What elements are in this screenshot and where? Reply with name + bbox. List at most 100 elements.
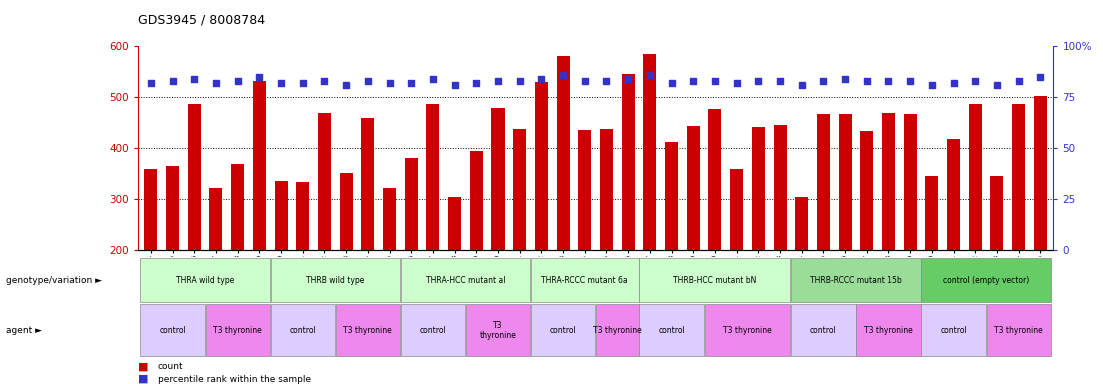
- Point: [293, 79, 311, 86]
- Point: [511, 78, 528, 84]
- Text: THRA-HCC mutant al: THRA-HCC mutant al: [426, 276, 505, 285]
- Point: [403, 79, 420, 86]
- Point: [272, 79, 290, 86]
- Point: [901, 78, 919, 84]
- Bar: [773, 125, 786, 250]
- Bar: [947, 139, 960, 250]
- Text: T3 thyronine: T3 thyronine: [994, 326, 1043, 335]
- Bar: [968, 104, 982, 250]
- Text: T3 thyronine: T3 thyronine: [213, 326, 263, 335]
- Bar: [921, 258, 1051, 303]
- Bar: [535, 82, 548, 250]
- Bar: [253, 81, 266, 250]
- Bar: [140, 305, 205, 356]
- Bar: [622, 74, 634, 250]
- Text: THRA-RCCC mutant 6a: THRA-RCCC mutant 6a: [542, 276, 628, 285]
- Bar: [531, 258, 639, 303]
- Bar: [1034, 96, 1047, 250]
- Point: [533, 76, 550, 82]
- Bar: [188, 104, 201, 250]
- Bar: [275, 181, 288, 250]
- Text: control: control: [419, 326, 447, 335]
- Point: [424, 76, 441, 82]
- Bar: [400, 305, 465, 356]
- Point: [1010, 78, 1028, 84]
- Point: [945, 79, 963, 86]
- Bar: [270, 258, 400, 303]
- Bar: [578, 130, 591, 250]
- Bar: [838, 114, 852, 250]
- Text: T3 thyronine: T3 thyronine: [593, 326, 642, 335]
- Point: [641, 71, 658, 78]
- Bar: [210, 187, 223, 250]
- Text: count: count: [158, 362, 183, 371]
- Bar: [795, 197, 808, 250]
- Text: percentile rank within the sample: percentile rank within the sample: [158, 374, 311, 384]
- Point: [966, 78, 984, 84]
- Text: ■: ■: [138, 374, 149, 384]
- Bar: [791, 305, 856, 356]
- Bar: [531, 305, 596, 356]
- Point: [185, 76, 203, 82]
- Bar: [665, 142, 678, 250]
- Bar: [383, 188, 396, 250]
- Text: GDS3945 / 8008784: GDS3945 / 8008784: [138, 13, 265, 26]
- Bar: [596, 305, 639, 356]
- Text: control (empty vector): control (empty vector): [943, 276, 1029, 285]
- Point: [315, 78, 333, 84]
- Text: control: control: [159, 326, 186, 335]
- Bar: [427, 104, 439, 250]
- Bar: [362, 118, 374, 250]
- Text: ■: ■: [138, 362, 149, 372]
- Text: THRA wild type: THRA wild type: [176, 276, 234, 285]
- Point: [750, 78, 768, 84]
- Text: THRB wild type: THRB wild type: [307, 276, 364, 285]
- Point: [207, 79, 225, 86]
- Bar: [687, 126, 699, 250]
- Point: [446, 82, 463, 88]
- Bar: [640, 305, 704, 356]
- Point: [988, 82, 1006, 88]
- Text: T3 thyronine: T3 thyronine: [343, 326, 393, 335]
- Point: [1031, 74, 1049, 80]
- Bar: [405, 157, 418, 250]
- Bar: [903, 114, 917, 250]
- Point: [706, 78, 724, 84]
- Bar: [860, 131, 874, 250]
- Bar: [318, 113, 331, 250]
- Bar: [340, 173, 353, 250]
- Bar: [730, 169, 743, 250]
- Point: [858, 78, 876, 84]
- Bar: [640, 258, 791, 303]
- Text: control: control: [940, 326, 967, 335]
- Point: [468, 79, 485, 86]
- Bar: [752, 127, 764, 250]
- Bar: [705, 305, 791, 356]
- Point: [663, 79, 681, 86]
- Bar: [470, 151, 483, 250]
- Bar: [140, 258, 270, 303]
- Bar: [882, 113, 895, 250]
- Text: T3 thyronine: T3 thyronine: [864, 326, 913, 335]
- Bar: [1013, 104, 1025, 250]
- Point: [815, 78, 833, 84]
- Text: control: control: [549, 326, 577, 335]
- Bar: [557, 56, 569, 250]
- Text: control: control: [810, 326, 837, 335]
- Text: T3
thyronine: T3 thyronine: [480, 321, 516, 339]
- Point: [142, 79, 160, 86]
- Bar: [513, 129, 526, 250]
- Point: [489, 78, 506, 84]
- Point: [793, 82, 811, 88]
- Bar: [986, 305, 1051, 356]
- Point: [554, 71, 571, 78]
- Text: T3 thyronine: T3 thyronine: [724, 326, 772, 335]
- Point: [923, 82, 941, 88]
- Point: [836, 76, 854, 82]
- Text: agent ►: agent ►: [6, 326, 42, 335]
- Point: [338, 82, 355, 88]
- Bar: [600, 129, 613, 250]
- Bar: [492, 108, 504, 250]
- Point: [728, 79, 746, 86]
- Bar: [297, 182, 309, 250]
